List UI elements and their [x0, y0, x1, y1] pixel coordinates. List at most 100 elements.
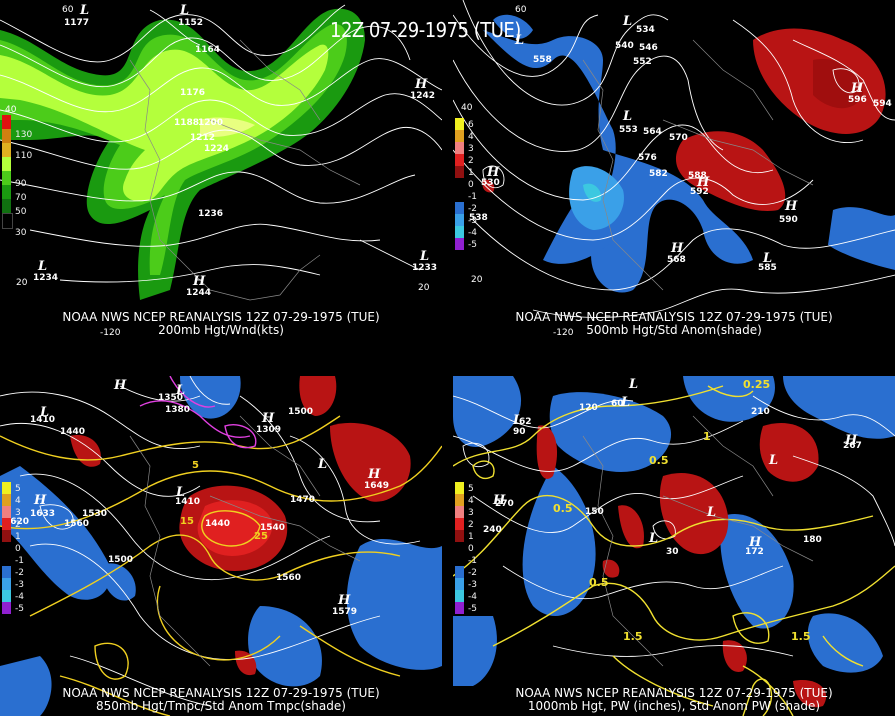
- legend-label: 1: [468, 532, 474, 542]
- legend-label: 6: [468, 120, 474, 130]
- hgt-label: 1152: [178, 18, 203, 28]
- height-contours: [453, 395, 895, 657]
- low-center: L: [512, 413, 522, 428]
- high-center: H: [337, 593, 351, 608]
- legend-label: 110: [15, 151, 33, 161]
- hgt-label: 1236: [198, 209, 223, 219]
- hgt-label: 1410: [175, 497, 200, 507]
- legend-swatch: [455, 542, 464, 554]
- anom-pos-6: [793, 680, 827, 708]
- low-center: L: [762, 251, 772, 266]
- height-contours: [0, 376, 421, 707]
- legend-label: -5: [15, 604, 24, 614]
- anom-neg-4: [248, 606, 322, 687]
- legend-swatch: [455, 178, 464, 190]
- anom-pos-3: [299, 376, 337, 416]
- hgt-label: 1212: [190, 133, 215, 143]
- legend-label: 1: [15, 532, 21, 542]
- legend-swatch: [455, 590, 464, 602]
- anom-neg-8: [783, 376, 895, 439]
- legend-swatch: [455, 142, 464, 154]
- legend-swatch: [2, 578, 11, 590]
- legend-swatch: [2, 157, 11, 171]
- legend-label: -3: [468, 216, 477, 226]
- hgt-label: 1620: [4, 517, 29, 527]
- legend-label: 2: [468, 520, 474, 530]
- legend-swatch: [2, 171, 11, 185]
- lon-label: -120: [553, 328, 574, 338]
- pw-label: 1.5: [791, 630, 811, 643]
- high-center: H: [367, 467, 381, 482]
- temp-label: 15: [180, 516, 194, 527]
- hgt-label: 582: [649, 169, 668, 179]
- legend-swatch: [2, 494, 11, 506]
- lat-label: 40: [461, 103, 473, 113]
- legend-label: 90: [15, 179, 27, 189]
- pw-label: 1: [703, 430, 711, 443]
- hgt-label: 60: [611, 399, 624, 409]
- anom-neg-5: [807, 613, 883, 673]
- temp-label: 5: [192, 460, 199, 471]
- hgt-label: 1633: [30, 509, 55, 519]
- height-values: 1410 1440 1380 1350 1500 1530 1560 1470 …: [4, 393, 389, 617]
- pw-label: 0.5: [589, 576, 609, 589]
- pw-label: 1.5: [623, 630, 643, 643]
- legend-swatch: [2, 506, 11, 518]
- legend-swatch: [455, 494, 464, 506]
- hgt-label: 1233: [412, 263, 437, 273]
- coastlines: [582, 39, 814, 291]
- low-center: L: [622, 14, 632, 29]
- low-center: L: [628, 377, 638, 392]
- coastlines: [582, 415, 814, 667]
- hgt-label: 1530: [82, 509, 107, 519]
- legend-swatch: [455, 190, 464, 202]
- high-center: H: [33, 493, 47, 508]
- legend-label: 1: [468, 168, 474, 178]
- low-center: L: [79, 3, 89, 18]
- high-center: H: [748, 535, 762, 550]
- legend-swatch: [455, 118, 464, 130]
- legend-label: -2: [468, 204, 477, 214]
- anom-pos-2: [759, 422, 819, 482]
- hgt-label: 1560: [276, 573, 301, 583]
- legend-label: 130: [15, 130, 33, 140]
- legend-swatch: [455, 154, 464, 166]
- pressure-centers: L L L H H L L H L: [492, 377, 858, 550]
- main-title: 12Z 07-29-1975 (TUE): [330, 18, 521, 42]
- hgt-label: 1500: [288, 407, 313, 417]
- panel-850mb: 1410 1440 1380 1350 1500 1530 1560 1470 …: [0, 376, 442, 716]
- hgt-label: 1176: [180, 88, 205, 98]
- hgt-label: 558: [533, 55, 552, 65]
- high-center: H: [784, 199, 798, 214]
- anom-neg-2: [346, 538, 442, 670]
- hgt-label: 570: [669, 133, 688, 143]
- legend-swatch: [455, 226, 464, 238]
- low-center: L: [419, 249, 429, 264]
- hgt-label: 172: [745, 547, 764, 557]
- low-center: L: [37, 259, 47, 274]
- legend-swatch: [2, 185, 11, 199]
- legend-swatch: [455, 130, 464, 142]
- hgt-label: 534: [636, 25, 655, 35]
- anom-pos-4: [70, 435, 101, 467]
- legend-label: -5: [468, 240, 477, 250]
- anom-pos-4: [618, 505, 644, 549]
- legend-label: -4: [468, 592, 477, 602]
- hgt-label: 90: [513, 427, 526, 437]
- cold-contours: [139, 376, 257, 449]
- pressure-centers: H L L H L L H H H: [33, 378, 381, 608]
- anom-pos-2: [330, 422, 411, 502]
- anom-pos-core: [197, 500, 273, 556]
- anom-legend: 6 4 3 2 1 0 -1 -2 -3 -4 -5: [455, 118, 477, 250]
- legend-swatch: [455, 578, 464, 590]
- coastlines: [129, 39, 361, 301]
- hgt-label: 592: [690, 187, 709, 197]
- hgt-label: 594: [873, 99, 892, 109]
- hgt-label: 270: [495, 499, 514, 509]
- hgt-label: 210: [751, 407, 770, 417]
- low-center: L: [175, 485, 185, 500]
- legend-swatch: [2, 143, 11, 157]
- hgt-label: 564: [643, 127, 662, 137]
- legend-label: 5: [468, 484, 474, 494]
- legend-label: -4: [15, 592, 24, 602]
